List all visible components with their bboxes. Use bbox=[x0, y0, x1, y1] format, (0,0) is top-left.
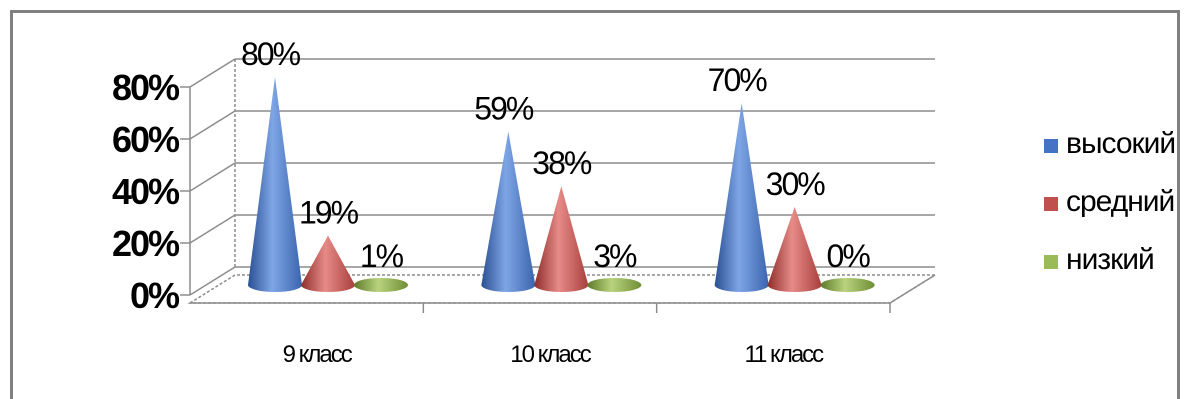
side-gridline bbox=[189, 110, 236, 140]
data-label: 19% bbox=[299, 195, 359, 231]
legend-swatch bbox=[1044, 255, 1058, 269]
floor-edge bbox=[889, 274, 936, 304]
cone bbox=[820, 278, 875, 292]
cone bbox=[587, 278, 642, 292]
data-label: 70% bbox=[708, 62, 768, 98]
cone bbox=[248, 77, 302, 292]
data-label: 80% bbox=[241, 36, 301, 72]
data-label: 1% bbox=[360, 238, 404, 274]
cone bbox=[481, 131, 536, 292]
category-label: 9 класс bbox=[283, 341, 353, 368]
legend-swatch bbox=[1044, 139, 1058, 153]
y-tick-label: 80% bbox=[112, 67, 180, 108]
legend-swatch bbox=[1044, 197, 1058, 211]
y-tick-label: 20% bbox=[112, 223, 180, 264]
side-gridline bbox=[189, 58, 236, 88]
y-tick-label: 60% bbox=[112, 119, 180, 160]
legend-label: высокий bbox=[1066, 127, 1175, 160]
side-gridline bbox=[189, 266, 236, 296]
chart-frame bbox=[10, 10, 1180, 399]
legend-label: низкий bbox=[1066, 243, 1154, 276]
category-label: 11 класс bbox=[744, 341, 824, 368]
data-label: 30% bbox=[766, 166, 826, 202]
y-tick-label: 40% bbox=[112, 171, 180, 212]
side-gridline bbox=[189, 162, 236, 192]
cone bbox=[354, 278, 408, 292]
cone bbox=[767, 207, 822, 292]
y-tick-label: 0% bbox=[130, 275, 180, 316]
cone bbox=[534, 186, 589, 292]
data-label: 38% bbox=[532, 145, 592, 181]
category-label: 10 класс bbox=[510, 341, 591, 368]
side-gridline bbox=[189, 214, 236, 244]
legend-label: средний bbox=[1066, 185, 1174, 218]
data-label: 59% bbox=[474, 91, 534, 127]
data-label: 3% bbox=[593, 238, 637, 274]
cone bbox=[714, 103, 769, 292]
data-label: 0% bbox=[827, 238, 871, 274]
cone bbox=[301, 235, 355, 292]
